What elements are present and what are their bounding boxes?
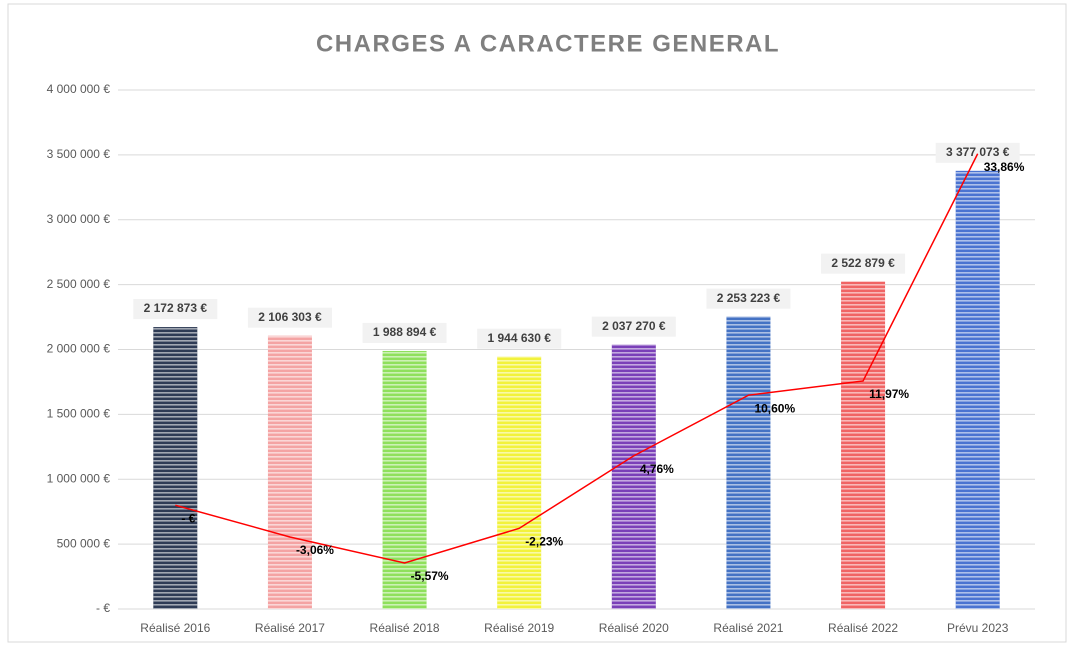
y-tick-label: 2 500 000 € (47, 277, 111, 291)
bar-stripes (955, 170, 1000, 610)
line-label: - € (181, 511, 195, 525)
y-tick-label: 4 000 000 € (47, 82, 111, 96)
value-label-box (591, 316, 676, 337)
value-label: 2 253 223 € (717, 291, 781, 305)
value-label: 1 944 630 € (487, 331, 551, 345)
line-label: -3,06% (296, 543, 334, 557)
line-label: -5,57% (411, 569, 449, 583)
bar-stripes (611, 344, 656, 609)
y-tick-label: 3 000 000 € (47, 212, 111, 226)
y-tick-label: 1 000 000 € (47, 471, 111, 485)
x-tick-label: Réalisé 2018 (370, 621, 440, 635)
value-label: 2 106 303 € (258, 310, 322, 324)
value-label: 2 172 873 € (144, 301, 208, 315)
bar-stripes (267, 335, 312, 609)
bar-stripes (726, 316, 771, 609)
value-label: 1 988 894 € (373, 325, 437, 339)
value-label: 2 522 879 € (831, 256, 895, 270)
chart-title: CHARGES A CARACTERE GENERAL (316, 30, 780, 57)
y-tick-label: 3 500 000 € (47, 147, 111, 161)
value-label-box (247, 307, 332, 328)
x-tick-label: Réalisé 2016 (140, 621, 210, 635)
bar-stripes (841, 281, 886, 609)
line-label: 33,86% (984, 160, 1025, 174)
value-label-box (935, 142, 1020, 163)
bar-stripes (497, 356, 542, 609)
value-label-box (477, 328, 562, 349)
x-tick-label: Réalisé 2017 (255, 621, 325, 635)
x-tick-label: Prévu 2023 (947, 621, 1009, 635)
x-tick-label: Réalisé 2022 (828, 621, 898, 635)
line-label: 11,97% (869, 387, 909, 401)
value-label-box (706, 288, 791, 309)
x-tick-label: Réalisé 2021 (713, 621, 783, 635)
line-label: -2,23% (525, 535, 563, 549)
x-tick-label: Réalisé 2019 (484, 621, 554, 635)
line-label: 10,60% (754, 401, 795, 415)
bar-stripes (382, 350, 427, 609)
value-label: 2 037 270 € (602, 319, 666, 333)
y-tick-label: 1 500 000 € (47, 407, 111, 421)
value-label-box (362, 322, 447, 343)
line-label: 4,76% (640, 462, 674, 476)
x-tick-label: Réalisé 2020 (599, 621, 669, 635)
bar-stripes (153, 327, 198, 609)
y-tick-label: 500 000 € (57, 536, 111, 550)
line (175, 153, 979, 564)
value-label: 3 377 073 € (946, 145, 1010, 159)
y-tick-label: - € (96, 601, 110, 615)
value-label-box (133, 299, 218, 320)
y-tick-label: 2 000 000 € (47, 342, 111, 356)
value-label-box (821, 253, 906, 274)
